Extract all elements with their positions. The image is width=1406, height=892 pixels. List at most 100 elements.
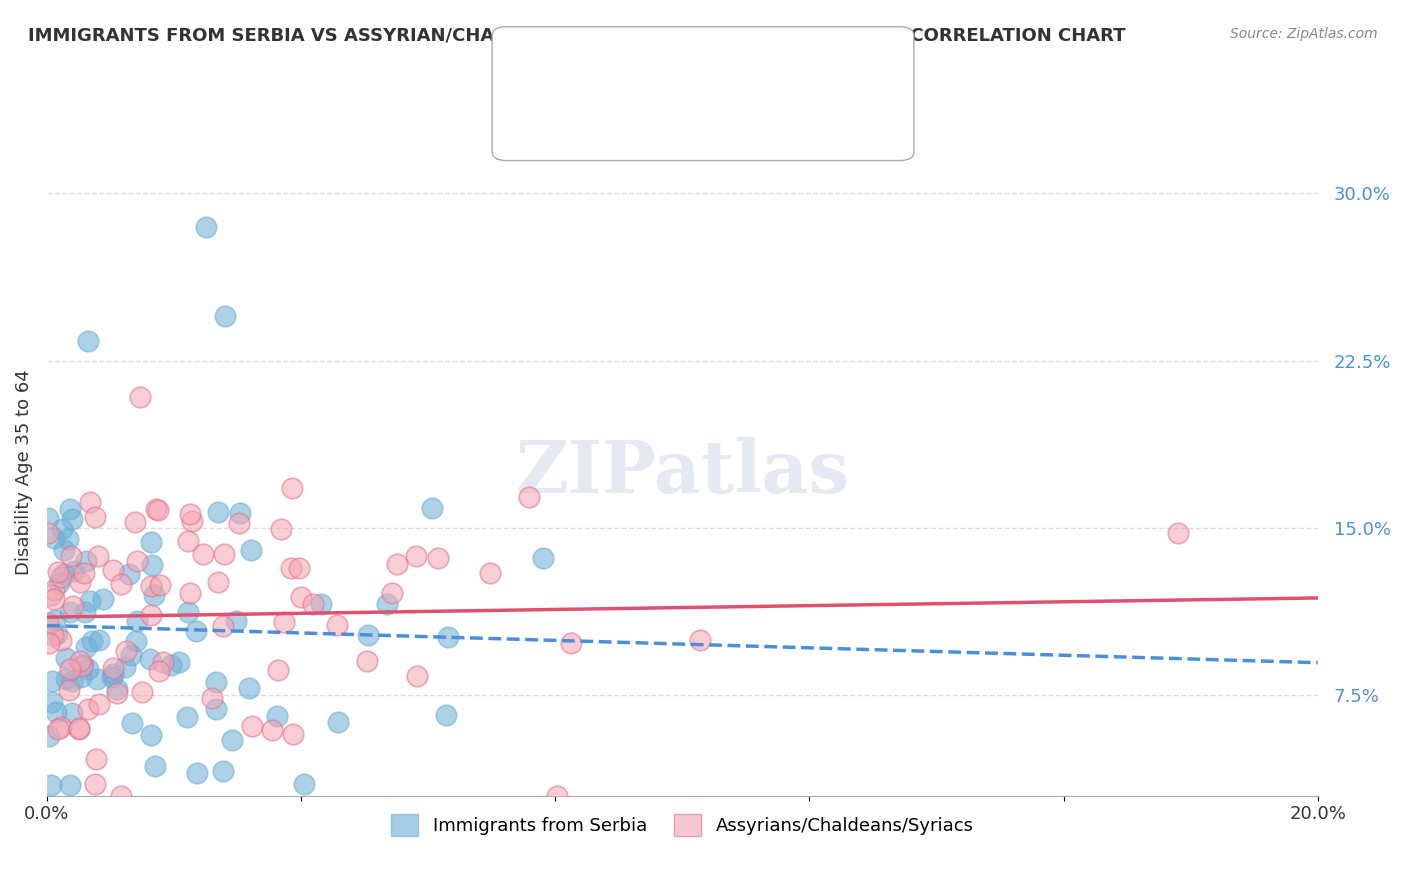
Point xyxy=(60,673,83,688)
Point xyxy=(145,501,167,516)
Point xyxy=(121,715,143,730)
Point xyxy=(125,634,148,648)
Point xyxy=(60,512,83,526)
Point xyxy=(101,563,124,577)
Point xyxy=(127,554,149,568)
Point xyxy=(270,522,292,536)
Point xyxy=(381,586,404,600)
Point xyxy=(105,681,128,696)
Point xyxy=(546,789,568,803)
Point xyxy=(207,575,229,590)
Point xyxy=(60,549,83,563)
Point xyxy=(59,502,82,516)
Point xyxy=(41,588,63,602)
Point xyxy=(124,515,146,529)
Point xyxy=(281,481,304,495)
Point xyxy=(229,506,252,520)
Point xyxy=(46,565,69,579)
Point xyxy=(405,549,427,563)
Point xyxy=(77,334,100,348)
Point xyxy=(69,575,91,590)
Point xyxy=(70,670,93,684)
Point xyxy=(560,636,582,650)
Point xyxy=(211,764,233,778)
Point xyxy=(434,707,457,722)
Point xyxy=(49,632,72,647)
Point xyxy=(62,599,84,613)
Legend: R = $-0.032$  N = $77$, R =  $0.034$  N = $80$: R = $-0.032$ N = $77$, R = $0.034$ N = $… xyxy=(561,74,804,146)
Point xyxy=(101,660,124,674)
Point xyxy=(37,615,59,630)
Point xyxy=(240,542,263,557)
Point xyxy=(177,605,200,619)
Point xyxy=(385,557,408,571)
Point xyxy=(120,648,142,663)
Point xyxy=(42,583,65,598)
Point xyxy=(311,597,333,611)
Point xyxy=(59,662,82,676)
Point xyxy=(214,309,236,323)
Point xyxy=(141,558,163,573)
Point xyxy=(689,633,711,648)
Point xyxy=(240,719,263,733)
Point xyxy=(326,618,349,632)
Point xyxy=(55,672,77,686)
Point xyxy=(105,686,128,700)
Point xyxy=(53,567,76,582)
Point xyxy=(39,778,62,792)
Point xyxy=(84,510,107,524)
Point xyxy=(167,655,190,669)
Point xyxy=(79,594,101,608)
Point xyxy=(152,655,174,669)
Point xyxy=(179,585,201,599)
Point xyxy=(60,706,83,720)
Point xyxy=(273,615,295,629)
Point xyxy=(75,554,97,568)
Point xyxy=(290,590,312,604)
Point xyxy=(179,507,201,521)
Point xyxy=(138,652,160,666)
Point xyxy=(186,624,208,639)
Point xyxy=(148,664,170,678)
Point xyxy=(37,510,59,524)
Point xyxy=(212,547,235,561)
Point xyxy=(186,765,208,780)
Point xyxy=(41,695,63,709)
Point xyxy=(58,683,80,698)
Point xyxy=(238,681,260,695)
Point xyxy=(84,777,107,791)
Point xyxy=(160,657,183,672)
Point xyxy=(67,721,90,735)
Point xyxy=(180,514,202,528)
Point xyxy=(100,670,122,684)
Point xyxy=(436,630,458,644)
Point xyxy=(357,627,380,641)
Point xyxy=(280,561,302,575)
Point xyxy=(287,560,309,574)
Point xyxy=(87,632,110,647)
Point xyxy=(194,219,217,234)
Point xyxy=(302,597,325,611)
Point xyxy=(149,577,172,591)
Point xyxy=(110,789,132,803)
Point xyxy=(205,702,228,716)
Point xyxy=(266,709,288,723)
Point xyxy=(531,551,554,566)
Point xyxy=(76,701,98,715)
Point xyxy=(422,501,444,516)
Point xyxy=(478,566,501,580)
Point xyxy=(67,722,90,736)
Point xyxy=(58,532,80,546)
Point xyxy=(176,710,198,724)
Point xyxy=(221,732,243,747)
Point xyxy=(266,663,288,677)
Point xyxy=(70,658,93,673)
Point xyxy=(1167,525,1189,540)
Point xyxy=(48,723,70,737)
Point xyxy=(328,715,350,730)
Point xyxy=(63,564,86,578)
Point xyxy=(517,491,540,505)
Point xyxy=(225,615,247,629)
Point xyxy=(73,566,96,580)
Point xyxy=(75,640,97,655)
